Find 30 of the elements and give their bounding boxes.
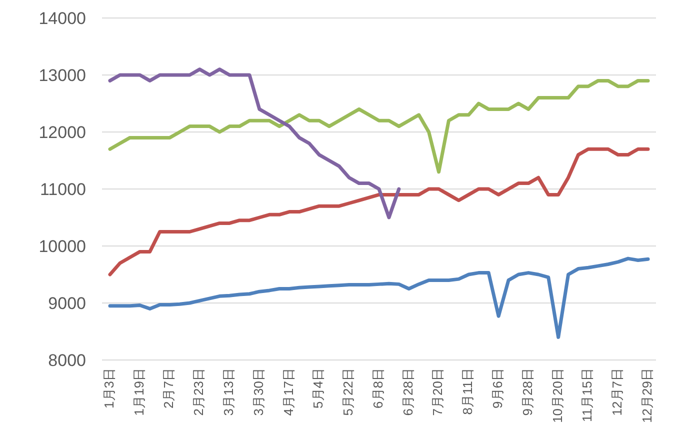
y-tick-label: 12000 bbox=[38, 123, 86, 142]
x-tick-label: 2月23日 bbox=[191, 368, 206, 416]
y-tick-label: 11000 bbox=[40, 180, 86, 199]
x-tick-label: 8月11日 bbox=[460, 368, 476, 415]
x-tick-label: 9月28日 bbox=[520, 368, 535, 416]
y-tick-label: 8000 bbox=[48, 351, 86, 370]
x-tick-label: 7月20日 bbox=[430, 368, 446, 416]
y-tick-label: 14000 bbox=[38, 9, 86, 28]
x-tick-label: 3月30日 bbox=[250, 368, 266, 416]
line-series bbox=[108, 68, 401, 220]
x-tick-label: 10月20日 bbox=[550, 368, 565, 423]
x-tick-label: 3月13日 bbox=[220, 368, 236, 416]
line-series bbox=[108, 256, 650, 339]
x-tick-label: 9月6日 bbox=[490, 368, 505, 408]
x-tick-label: 6月8日 bbox=[370, 368, 386, 408]
y-tick-label: 13000 bbox=[38, 66, 86, 85]
line-series bbox=[108, 147, 650, 276]
x-tick-label: 5月22日 bbox=[340, 368, 356, 416]
x-tick-label: 6月28日 bbox=[400, 368, 416, 416]
line-series bbox=[108, 78, 650, 174]
x-tick-label: 5月4日 bbox=[310, 368, 326, 408]
x-tick-label: 1月19日 bbox=[131, 368, 146, 416]
x-tick-label: 11月15日 bbox=[580, 368, 595, 422]
x-tick-label: 12月29日 bbox=[639, 368, 654, 423]
y-tick-label: 9000 bbox=[48, 294, 86, 313]
x-tick-label: 1月3日 bbox=[101, 368, 116, 408]
x-tick-label: 4月17日 bbox=[280, 368, 296, 416]
x-tick-label: 12月7日 bbox=[610, 368, 625, 416]
x-tick-label: 2月7日 bbox=[161, 368, 176, 408]
y-tick-label: 10000 bbox=[38, 237, 86, 256]
